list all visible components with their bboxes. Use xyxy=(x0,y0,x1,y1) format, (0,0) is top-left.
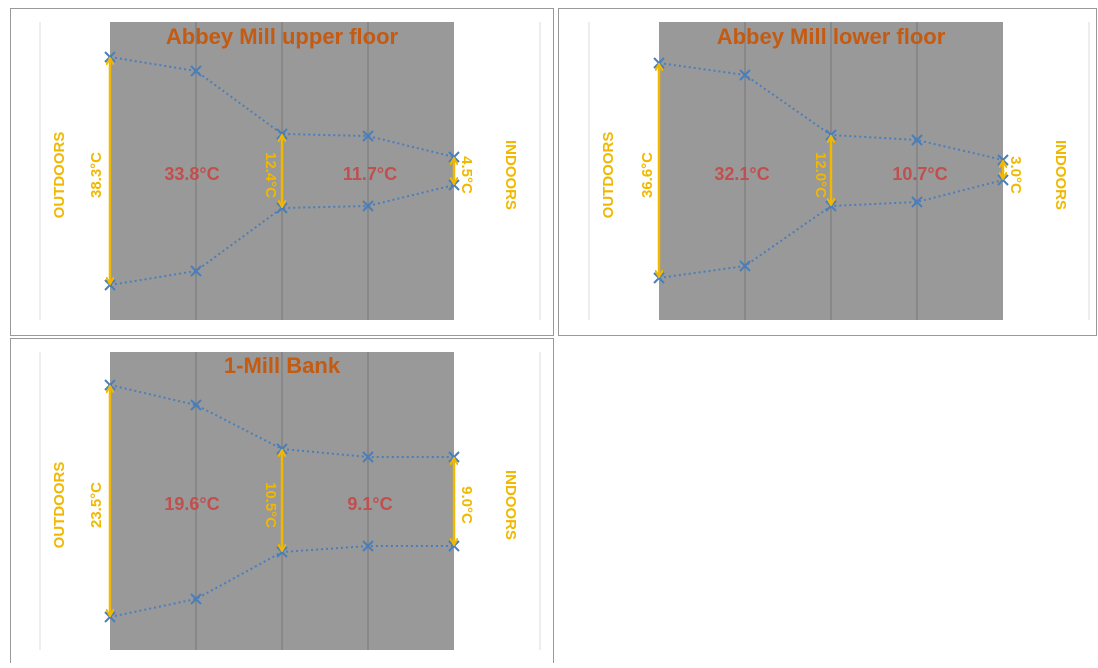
side-label: INDOORS xyxy=(502,470,519,540)
range-label: 38.3°C xyxy=(88,152,105,198)
zone-label: 33.8°C xyxy=(164,164,219,184)
range-label: 4.5°C xyxy=(458,156,475,194)
side-label: OUTDOORS xyxy=(600,132,617,219)
point-marker xyxy=(190,265,202,277)
side-label: OUTDOORS xyxy=(51,462,68,549)
range-label: 12.4°C xyxy=(262,152,279,198)
zone-label: 11.7°C xyxy=(343,164,397,184)
point-marker xyxy=(362,451,374,463)
panel: Abbey Mill lower floor OUTDOORS 36.6°C 12.0… xyxy=(558,8,1097,336)
side-label: INDOORS xyxy=(502,140,519,210)
point-marker xyxy=(739,260,751,272)
point-marker xyxy=(362,540,374,552)
point-marker xyxy=(362,130,374,142)
point-marker xyxy=(190,65,202,77)
point-marker xyxy=(190,399,202,411)
panel: 1-Mill Bank OUTDOORS 23.5°C 10.5°C 9.0°C INDO… xyxy=(10,338,554,668)
point-marker xyxy=(911,134,923,146)
zone-label: 10.7°C xyxy=(892,164,947,184)
point-marker xyxy=(911,196,923,208)
side-label: OUTDOORS xyxy=(51,132,68,219)
range-label: 36.6°C xyxy=(639,152,656,198)
point-marker xyxy=(362,200,374,212)
range-label: 23.5°C xyxy=(88,482,105,528)
panel-title: Abbey Mill lower floor xyxy=(717,24,946,49)
zone-label: 19.6°C xyxy=(164,494,219,514)
panel: Abbey Mill upper floor OUTDOORS 38.3°C 12.4… xyxy=(10,8,554,336)
point-marker xyxy=(190,593,202,605)
range-label: 9.0°C xyxy=(458,486,475,524)
range-label: 12.0°C xyxy=(812,152,829,198)
panel-title: Abbey Mill upper floor xyxy=(166,24,399,49)
panel-title: 1-Mill Bank xyxy=(224,353,341,378)
point-marker xyxy=(739,69,751,81)
range-label: 10.5°C xyxy=(262,482,279,528)
zone-label: 9.1°C xyxy=(347,494,392,514)
zone-label: 32.1°C xyxy=(714,164,769,184)
range-label: 3.0°C xyxy=(1007,156,1024,194)
side-label: INDOORS xyxy=(1052,140,1069,210)
